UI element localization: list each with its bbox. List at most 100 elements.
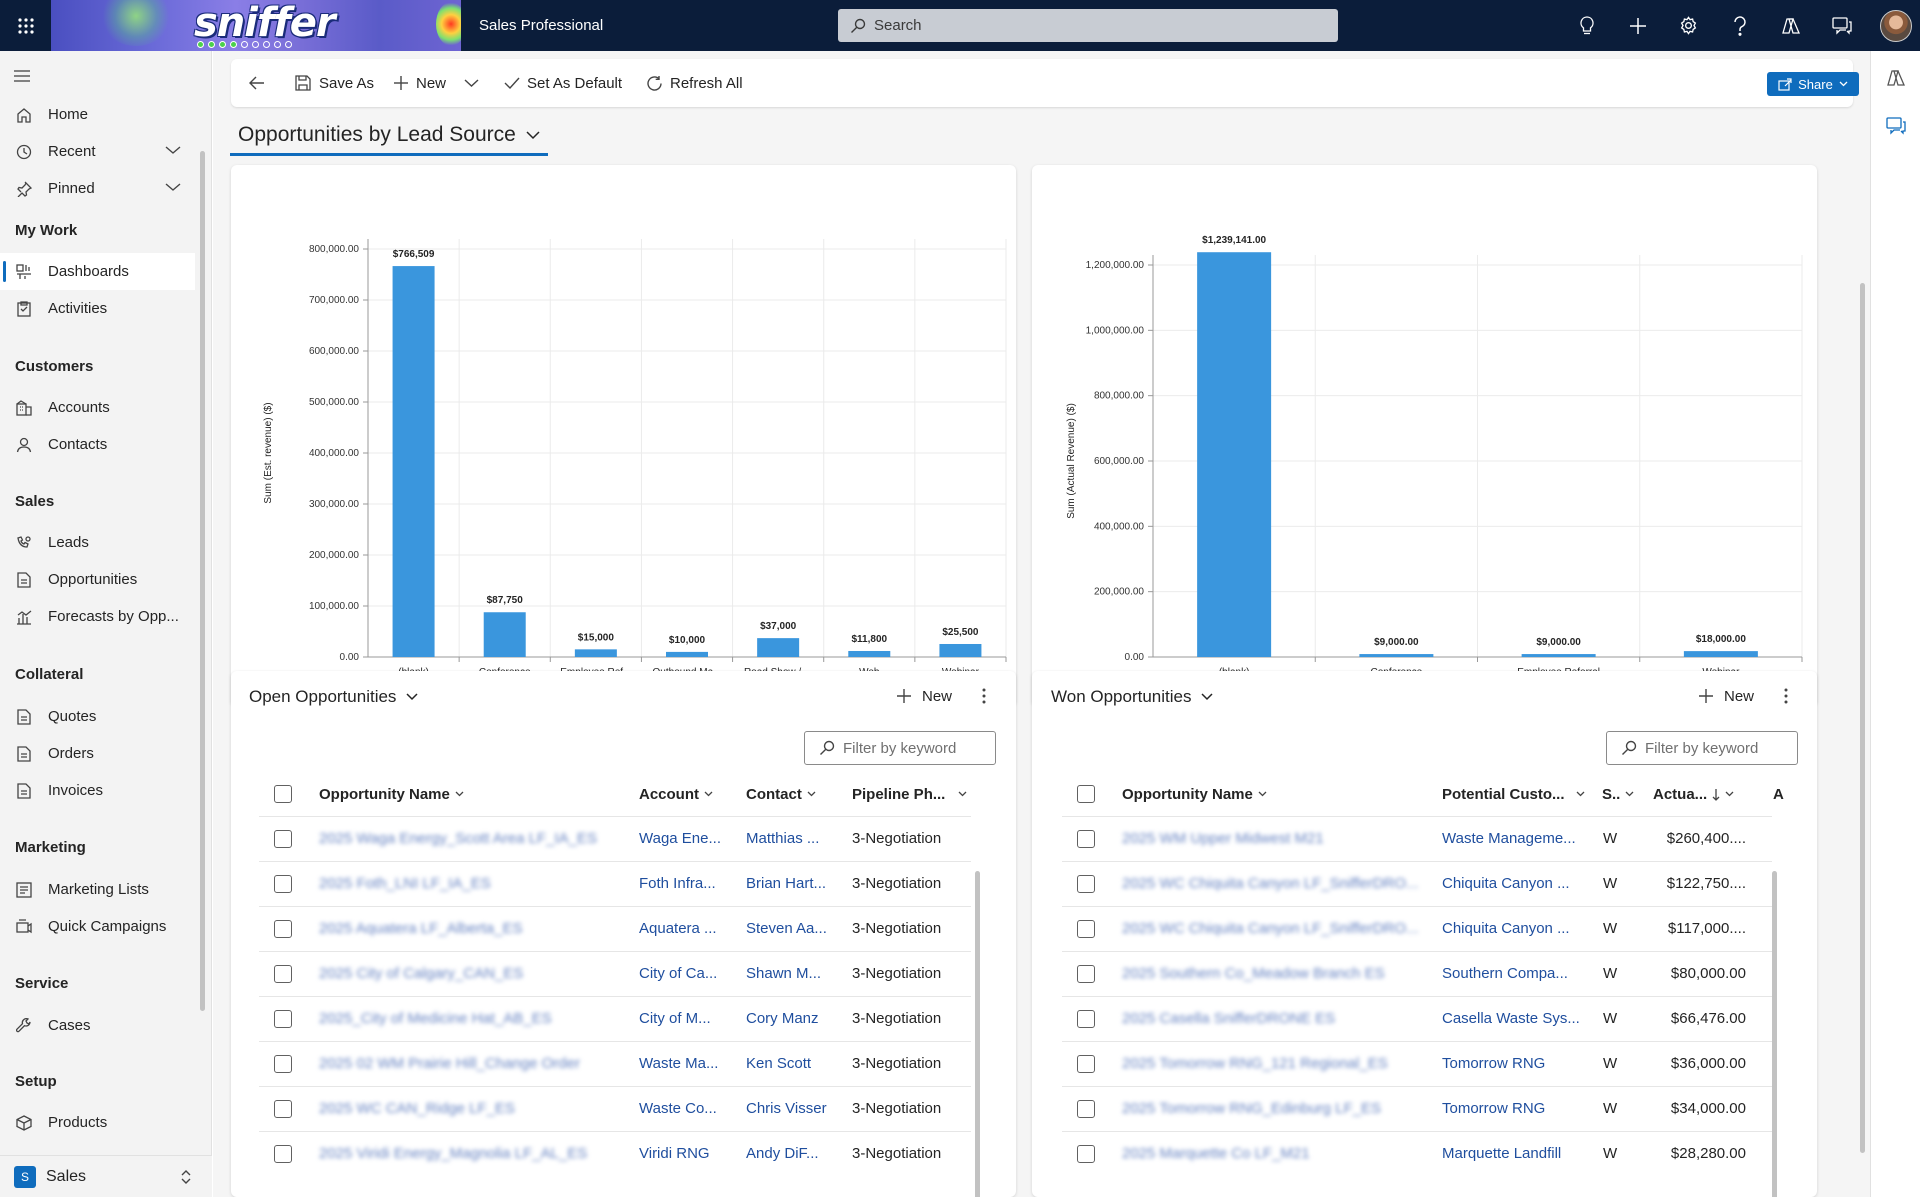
more-options-icon[interactable] — [971, 683, 997, 709]
account-link[interactable]: Aquatera ... — [639, 920, 717, 937]
won-filter-input[interactable]: Filter by keyword — [1606, 731, 1798, 765]
opportunity-name-link[interactable]: 2025 WM Upper Midwest M21 — [1122, 830, 1324, 847]
account-link[interactable]: City of M... — [639, 1010, 711, 1027]
row-checkbox[interactable] — [274, 1010, 292, 1028]
nav-pinned[interactable]: Pinned — [0, 170, 195, 207]
nav-home[interactable]: Home — [0, 96, 195, 133]
table-row[interactable]: 2025 WM Upper Midwest M21 Waste Manageme.… — [1062, 816, 1772, 861]
opportunity-name-link[interactable]: 2025 WC Chiquita Canyon LF_SnifferDRO... — [1122, 875, 1419, 892]
main-scrollbar[interactable] — [1860, 283, 1865, 1153]
user-avatar[interactable] — [1880, 10, 1912, 42]
open-opportunities-title[interactable]: Open Opportunities — [249, 687, 418, 707]
hamburger-menu-icon[interactable] — [14, 67, 36, 85]
col-actual-revenue[interactable]: Actua... — [1653, 772, 1734, 816]
table-row[interactable]: 2025 Casella SnifferDRONE ES Casella Wast… — [1062, 996, 1772, 1041]
potential-customer-link[interactable]: Chiquita Canyon ... — [1442, 920, 1570, 937]
nav-activities[interactable]: Activities — [0, 290, 195, 327]
refresh-all-button[interactable]: Refresh All — [646, 59, 743, 107]
new-dropdown-button[interactable] — [464, 59, 494, 107]
table-row[interactable]: 2025 Southern Co_Meadow Branch ES Souther… — [1062, 951, 1772, 996]
row-checkbox[interactable] — [1077, 1100, 1095, 1118]
opportunity-name-link[interactable]: 2025 02 WM Prairie Hill_Change Order — [319, 1055, 580, 1072]
chat-icon[interactable] — [1886, 117, 1906, 135]
contact-link[interactable]: Cory Manz — [746, 1010, 819, 1027]
opportunity-name-link[interactable]: 2025 WC Chiquita Canyon LF_SnifferDRO... — [1122, 920, 1419, 937]
lightbulb-icon[interactable] — [1561, 0, 1612, 51]
table-row[interactable]: 2025 Aquatera LF_Alberta_ES Aquatera ... S… — [259, 906, 971, 951]
row-checkbox[interactable] — [274, 1145, 292, 1163]
account-link[interactable]: Waste Co... — [639, 1100, 717, 1117]
set-as-default-button[interactable]: Set As Default — [504, 59, 622, 107]
opportunity-name-link[interactable]: 2025 City of Calgary_CAN_ES — [319, 965, 524, 982]
nav-quotes[interactable]: Quotes — [0, 698, 195, 735]
chat-icon[interactable] — [1816, 0, 1867, 51]
opportunity-name-link[interactable]: 2025 Viridi Energy_Magnolia LF_AL_ES — [319, 1145, 588, 1162]
share-button[interactable]: Share — [1767, 72, 1859, 96]
nav-quick-campaigns[interactable]: Quick Campaigns — [0, 908, 195, 945]
account-link[interactable]: City of Ca... — [639, 965, 718, 982]
row-checkbox[interactable] — [1077, 1010, 1095, 1028]
table-row[interactable]: 2025 Viridi Energy_Magnolia LF_AL_ES Viri… — [259, 1131, 971, 1176]
more-options-icon[interactable] — [1773, 683, 1799, 709]
won-grid-vscroll[interactable] — [1772, 871, 1777, 1197]
nav-products[interactable]: Products — [0, 1104, 195, 1141]
table-row[interactable]: 2025 Foth_LNI LF_IA_ES Foth Infra... Brian… — [259, 861, 971, 906]
nav-contacts[interactable]: Contacts — [0, 426, 195, 463]
potential-customer-link[interactable]: Casella Waste Sys... — [1442, 1010, 1580, 1027]
table-row[interactable]: 2025 Tomorrow RNG_121 Regional_ES Tomorro… — [1062, 1041, 1772, 1086]
contact-link[interactable]: Chris Visser — [746, 1100, 827, 1117]
contact-link[interactable]: Andy DiF... — [746, 1145, 819, 1162]
settings-icon[interactable] — [1663, 0, 1714, 51]
account-link[interactable]: Waste Ma... — [639, 1055, 719, 1072]
app-title[interactable]: Sales Professional — [479, 17, 604, 34]
table-row[interactable]: 2025 WC Chiquita Canyon LF_SnifferDRO...… — [1062, 906, 1772, 951]
nav-orders[interactable]: Orders — [0, 735, 195, 772]
row-checkbox[interactable] — [274, 830, 292, 848]
app-launcher-icon[interactable] — [0, 0, 51, 51]
table-row[interactable]: 2025 WC CAN_Ridge LF_ES Waste Co... Chris … — [259, 1086, 971, 1131]
row-checkbox[interactable] — [1077, 1145, 1095, 1163]
back-button[interactable] — [249, 59, 265, 107]
col-potential-customer[interactable]: Potential Custo... — [1442, 772, 1585, 816]
table-row[interactable]: 2025_City of Medicine Hat_AB_ES City of M… — [259, 996, 971, 1041]
opportunity-name-link[interactable]: 2025 Marquette Co LF_M21 — [1122, 1145, 1310, 1162]
sidebar-scrollbar[interactable] — [200, 151, 205, 1011]
account-link[interactable]: Foth Infra... — [639, 875, 716, 892]
opportunity-name-link[interactable]: 2025 Tomorrow RNG_121 Regional_ES — [1122, 1055, 1388, 1072]
potential-customer-link[interactable]: Chiquita Canyon ... — [1442, 875, 1570, 892]
nav-leads[interactable]: Leads — [0, 524, 195, 561]
opportunity-name-link[interactable]: 2025 Southern Co_Meadow Branch ES — [1122, 965, 1385, 982]
contact-link[interactable]: Ken Scott — [746, 1055, 812, 1072]
potential-customer-link[interactable]: Marquette Landfill — [1442, 1145, 1562, 1162]
open-filter-input[interactable]: Filter by keyword — [804, 731, 996, 765]
row-checkbox[interactable] — [1077, 965, 1095, 983]
dashboard-selector[interactable]: Opportunities by Lead Source — [230, 117, 548, 156]
row-checkbox[interactable] — [1077, 920, 1095, 938]
opportunity-name-link[interactable]: 2025 Foth_LNI LF_IA_ES — [319, 875, 491, 892]
row-checkbox[interactable] — [274, 875, 292, 893]
row-checkbox[interactable] — [1077, 830, 1095, 848]
potential-customer-link[interactable]: Southern Compa... — [1442, 965, 1568, 982]
row-checkbox[interactable] — [274, 1100, 292, 1118]
copilot-icon[interactable] — [1886, 69, 1906, 87]
row-checkbox[interactable] — [274, 1055, 292, 1073]
nav-dashboards[interactable]: Dashboards — [0, 253, 195, 290]
account-link[interactable]: Viridi RNG — [639, 1145, 710, 1162]
col-pipeline-phase[interactable]: Pipeline Ph... — [852, 772, 967, 816]
nav-opportunities[interactable]: Opportunities — [0, 561, 195, 598]
contact-link[interactable]: Brian Hart... — [746, 875, 827, 892]
potential-customer-link[interactable]: Tomorrow RNG — [1442, 1100, 1546, 1117]
col-contact[interactable]: Contact — [746, 772, 816, 816]
opportunity-name-link[interactable]: 2025_City of Medicine Hat_AB_ES — [319, 1010, 552, 1027]
help-icon[interactable] — [1714, 0, 1765, 51]
nav-recent[interactable]: Recent — [0, 133, 195, 170]
col-status[interactable]: S.. — [1602, 772, 1634, 816]
row-checkbox[interactable] — [274, 920, 292, 938]
contact-link[interactable]: Steven Aa... — [746, 920, 827, 937]
table-row[interactable]: 2025 Waga Energy_Scott Area LF_IA_ES Waga… — [259, 816, 971, 861]
search-box[interactable]: Search — [838, 9, 1338, 42]
col-account[interactable]: Account — [639, 772, 713, 816]
row-checkbox[interactable] — [1077, 1055, 1095, 1073]
nav-marketing-lists[interactable]: Marketing Lists — [0, 871, 195, 908]
opportunity-name-link[interactable]: 2025 Casella SnifferDRONE ES — [1122, 1010, 1336, 1027]
